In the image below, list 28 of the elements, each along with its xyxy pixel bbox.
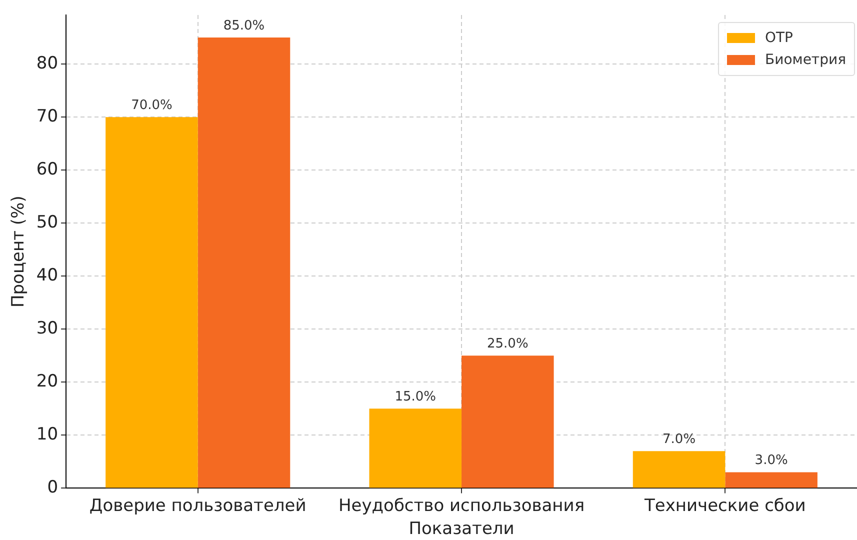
x-tick-label: Доверие пользователей [89,496,306,516]
bar [462,356,554,488]
y-tick-label: 70 [36,106,58,126]
x-tick-label: Неудобство использования [338,496,585,516]
bar [369,408,462,488]
legend-label: Биометрия [764,52,846,68]
data-label: 3.0% [754,453,788,468]
y-tick-label: 50 [36,212,58,233]
bar [106,117,198,488]
data-label: 85.0% [223,18,265,34]
data-label: 25.0% [487,336,528,352]
y-tick-label: 0 [47,478,58,498]
bar [198,38,290,488]
bar [632,451,726,488]
data-label: 7.0% [662,432,696,447]
data-label: 15.0% [394,390,436,405]
y-tick-label: 40 [36,266,58,286]
x-tick-label: Технические сбои [643,496,806,516]
y-axis-title: Процент (%) [8,196,29,308]
y-tick-label: 20 [36,372,58,392]
y-tick-label: 80 [36,53,58,74]
legend-label: OTP [764,30,793,46]
y-tick-label: 30 [36,318,58,339]
y-tick-label: 10 [36,424,58,445]
data-label: 70.0% [131,98,172,113]
x-axis-title: Показатели [408,519,514,540]
bar [725,472,818,488]
y-tick-label: 60 [36,160,58,180]
